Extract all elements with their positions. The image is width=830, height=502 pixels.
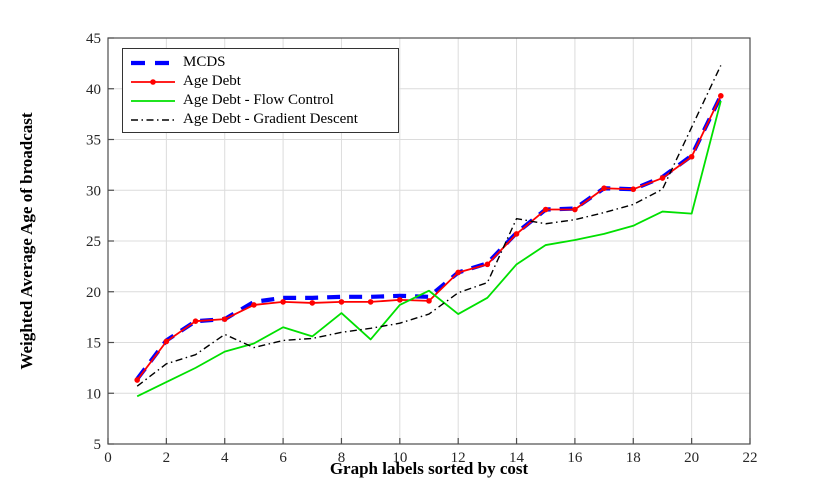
svg-text:25: 25 [86, 234, 101, 250]
legend: MCDS Age Debt Age Debt - Flow Control Ag… [122, 48, 399, 133]
legend-line-sample [131, 78, 175, 85]
svg-text:0: 0 [104, 450, 112, 466]
svg-text:16: 16 [567, 450, 583, 466]
svg-text:5: 5 [94, 437, 102, 453]
legend-label: Age Debt - Gradient Descent [183, 111, 358, 127]
svg-text:20: 20 [86, 285, 101, 301]
svg-text:18: 18 [626, 450, 641, 466]
legend-line-sample [131, 99, 175, 102]
legend-item-flow-control: Age Debt - Flow Control [129, 91, 398, 110]
svg-text:12: 12 [451, 450, 466, 466]
svg-text:8: 8 [338, 450, 346, 466]
svg-text:10: 10 [392, 450, 407, 466]
svg-text:15: 15 [86, 336, 101, 352]
legend-label: Age Debt - Flow Control [183, 92, 334, 108]
legend-label: MCDS [183, 54, 226, 70]
svg-text:40: 40 [86, 82, 101, 98]
svg-text:2: 2 [163, 450, 171, 466]
y-axis-label: Weighted Average Age of broadcast [17, 112, 36, 370]
legend-line-sample [131, 118, 175, 121]
svg-text:6: 6 [279, 450, 287, 466]
svg-text:30: 30 [86, 183, 101, 199]
svg-text:45: 45 [86, 31, 101, 47]
svg-text:35: 35 [86, 133, 101, 149]
svg-text:14: 14 [509, 450, 525, 466]
legend-item-age-debt: Age Debt [129, 72, 398, 91]
svg-text:20: 20 [684, 450, 699, 466]
legend-label: Age Debt [183, 73, 241, 89]
legend-line-sample [131, 60, 175, 65]
legend-item-gradient-descent: Age Debt - Gradient Descent [129, 110, 398, 129]
svg-text:22: 22 [743, 450, 758, 466]
svg-text:4: 4 [221, 450, 229, 466]
svg-text:10: 10 [86, 386, 101, 402]
legend-item-mcds: MCDS [129, 53, 398, 72]
x-axis-label: Graph labels sorted by cost [329, 459, 529, 478]
